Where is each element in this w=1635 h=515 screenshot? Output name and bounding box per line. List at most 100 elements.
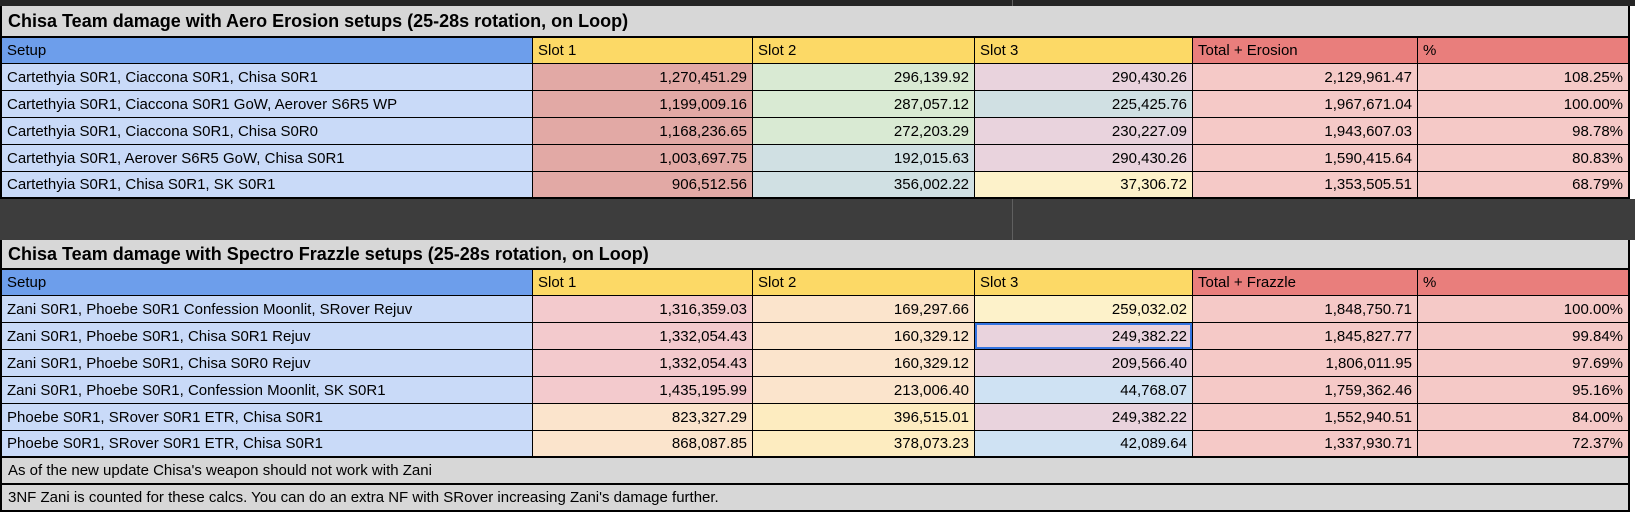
value-cell[interactable]: 396,515.01 [753,404,975,431]
column-header-total-erosion[interactable]: Total + Erosion [1193,38,1418,64]
table-row: Zani S0R1, Phoebe S0R1, Chisa S0R1 Rejuv… [2,323,1630,350]
value-cell[interactable]: 249,382.22 [975,404,1193,431]
column-header-slot-1[interactable]: Slot 1 [533,38,753,64]
column-header-slot-2[interactable]: Slot 2 [753,270,975,296]
column-header-[interactable]: % [1418,38,1630,64]
value-cell[interactable]: 259,032.02 [975,296,1193,323]
note-cell-chisa-weapon[interactable]: As of the new update Chisa's weapon shou… [0,458,1630,485]
value-cell[interactable]: 287,057.12 [753,91,975,118]
value-cell[interactable]: 823,327.29 [533,404,753,431]
value-cell[interactable]: 72.37% [1418,431,1630,458]
value-cell[interactable]: 1,316,359.03 [533,296,753,323]
value-cell[interactable]: 1,332,054.43 [533,323,753,350]
value-cell[interactable]: 1,943,607.03 [1193,118,1418,145]
value-cell[interactable]: 84.00% [1418,404,1630,431]
table-aero-erosion: Chisa Team damage with Aero Erosion setu… [0,6,1635,199]
value-cell[interactable]: 356,002.22 [753,172,975,199]
value-cell[interactable]: 1,845,827.77 [1193,323,1418,350]
value-cell[interactable]: 272,203.29 [753,118,975,145]
column-header-[interactable]: % [1418,270,1630,296]
setup-cell[interactable]: Phoebe S0R1, SRover S0R1 ETR, Chisa S0R1 [2,431,533,458]
table-aero-title-cell[interactable]: Chisa Team damage with Aero Erosion setu… [0,6,1630,38]
value-cell[interactable]: 44,768.07 [975,377,1193,404]
value-cell[interactable]: 225,425.76 [975,91,1193,118]
table-row: Cartethyia S0R1, Ciaccona S0R1 GoW, Aero… [2,91,1630,118]
value-cell[interactable]: 1,353,505.51 [1193,172,1418,199]
value-cell[interactable]: 160,329.12 [753,350,975,377]
table-grid-1: Setup Slot 1 Slot 2 Slot 3 Total + Frazzle% Z… [0,270,1630,458]
value-cell[interactable]: 230,227.09 [975,118,1193,145]
value-cell[interactable]: 1,337,930.71 [1193,431,1418,458]
value-cell[interactable]: 1,435,195.99 [533,377,753,404]
column-seam-line [1012,0,1013,6]
value-cell[interactable]: 290,430.26 [975,64,1193,91]
table-frazzle-title-cell[interactable]: Chisa Team damage with Spectro Frazzle s… [0,240,1630,270]
table-row: Phoebe S0R1, SRover S0R1 ETR, Chisa S0R1… [2,404,1630,431]
value-cell[interactable]: 868,087.85 [533,431,753,458]
value-cell[interactable]: 100.00% [1418,296,1630,323]
setup-cell[interactable]: Cartethyia S0R1, Ciaccona S0R1 GoW, Aero… [2,91,533,118]
dark-gap-strip [0,199,1635,240]
value-cell[interactable]: 209,566.40 [975,350,1193,377]
table-row: Cartethyia S0R1, Ciaccona S0R1, Chisa S0… [2,64,1630,91]
value-cell[interactable]: 1,806,011.95 [1193,350,1418,377]
table-row: Cartethyia S0R1, Chisa S0R1, SK S0R1 906,… [2,172,1630,199]
value-cell[interactable]: 160,329.12 [753,323,975,350]
note-cell-3nf-zani[interactable]: 3NF Zani is counted for these calcs. You… [0,485,1630,512]
value-cell[interactable]: 1,759,362.46 [1193,377,1418,404]
setup-cell[interactable]: Cartethyia S0R1, Ciaccona S0R1, Chisa S0… [2,64,533,91]
value-cell[interactable]: 1,848,750.71 [1193,296,1418,323]
table-row: Zani S0R1, Phoebe S0R1 Confession Moonli… [2,296,1630,323]
value-cell[interactable]: 1,199,009.16 [533,91,753,118]
value-cell[interactable]: 192,015.63 [753,145,975,172]
value-cell[interactable]: 1,967,671.04 [1193,91,1418,118]
value-cell[interactable]: 1,332,054.43 [533,350,753,377]
setup-cell[interactable]: Zani S0R1, Phoebe S0R1 Confession Moonli… [2,296,533,323]
value-cell[interactable]: 68.79% [1418,172,1630,199]
value-cell[interactable]: 378,073.23 [753,431,975,458]
setup-cell[interactable]: Cartethyia S0R1, Chisa S0R1, SK S0R1 [2,172,533,199]
setup-cell[interactable]: Cartethyia S0R1, Aerover S6R5 GoW, Chisa… [2,145,533,172]
value-cell[interactable]: 906,512.56 [533,172,753,199]
value-cell[interactable]: 100.00% [1418,91,1630,118]
setup-cell[interactable]: Zani S0R1, Phoebe S0R1, Chisa S0R1 Rejuv [2,323,533,350]
value-cell[interactable]: 296,139.92 [753,64,975,91]
value-cell[interactable]: 169,297.66 [753,296,975,323]
table-row: Zani S0R1, Phoebe S0R1, Chisa S0R0 Rejuv… [2,350,1630,377]
table-grid-0: Setup Slot 1 Slot 2 Slot 3 Total + Erosion% C… [0,38,1630,199]
value-cell[interactable]: 37,306.72 [975,172,1193,199]
value-cell[interactable]: 1,003,697.75 [533,145,753,172]
value-cell[interactable]: 290,430.26 [975,145,1193,172]
value-cell[interactable]: 1,552,940.51 [1193,404,1418,431]
value-cell[interactable]: 99.84% [1418,323,1630,350]
value-cell[interactable]: 98.78% [1418,118,1630,145]
value-cell[interactable]: 97.69% [1418,350,1630,377]
top-dark-strip [0,0,1635,6]
column-header-setup[interactable]: Setup [2,38,533,64]
table-spectro-frazzle: Chisa Team damage with Spectro Frazzle s… [0,240,1635,458]
value-cell[interactable]: 108.25% [1418,64,1630,91]
value-cell[interactable]: 80.83% [1418,145,1630,172]
value-cell[interactable]: 213,006.40 [753,377,975,404]
column-header-slot-2[interactable]: Slot 2 [753,38,975,64]
value-cell[interactable]: 95.16% [1418,377,1630,404]
column-header-total-frazzle[interactable]: Total + Frazzle [1193,270,1418,296]
value-cell[interactable]: 1,168,236.65 [533,118,753,145]
value-cell[interactable]: 1,590,415.64 [1193,145,1418,172]
column-header-slot-1[interactable]: Slot 1 [533,270,753,296]
selected-cell[interactable]: 249,382.22 [975,323,1193,350]
setup-cell[interactable]: Cartethyia S0R1, Ciaccona S0R1, Chisa S0… [2,118,533,145]
column-header-slot-3[interactable]: Slot 3 [975,38,1193,64]
table-row: Cartethyia S0R1, Ciaccona S0R1, Chisa S0… [2,118,1630,145]
column-header-setup[interactable]: Setup [2,270,533,296]
value-cell[interactable]: 2,129,961.47 [1193,64,1418,91]
value-cell[interactable]: 1,270,451.29 [533,64,753,91]
column-header-slot-3[interactable]: Slot 3 [975,270,1193,296]
setup-cell[interactable]: Zani S0R1, Phoebe S0R1, Confession Moonl… [2,377,533,404]
setup-cell[interactable]: Phoebe S0R1, SRover S0R1 ETR, Chisa S0R1 [2,404,533,431]
table-row: Cartethyia S0R1, Aerover S6R5 GoW, Chisa… [2,145,1630,172]
value-cell[interactable]: 42,089.64 [975,431,1193,458]
table-row: Phoebe S0R1, SRover S0R1 ETR, Chisa S0R1… [2,431,1630,458]
setup-cell[interactable]: Zani S0R1, Phoebe S0R1, Chisa S0R0 Rejuv [2,350,533,377]
